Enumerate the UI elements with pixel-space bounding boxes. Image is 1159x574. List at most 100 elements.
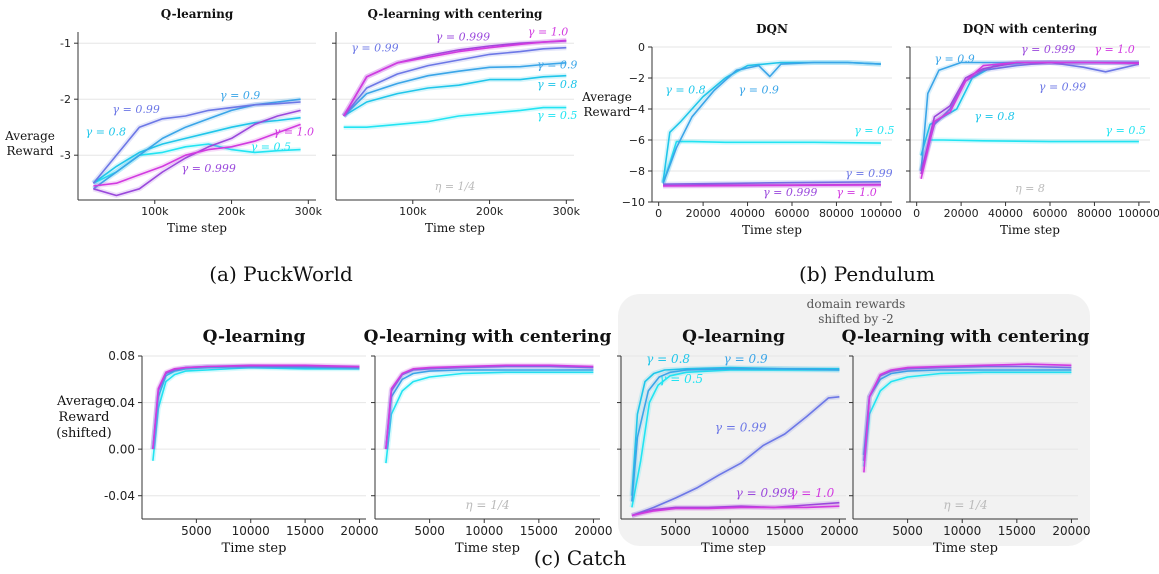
series-band-gamma-0.5 bbox=[150, 365, 360, 462]
series-band-gamma-0.99 bbox=[150, 364, 360, 450]
series-line-gamma-0.9 bbox=[343, 62, 567, 117]
x-tick-label: 80000 bbox=[1077, 207, 1112, 220]
chart-pend_dqnc: DQN with centering 0 20000 40000 60000 80000 1… bbox=[906, 22, 1159, 237]
x-axis-label: Time step bbox=[167, 221, 227, 235]
series-line-gamma-0.5 bbox=[152, 366, 360, 461]
chart-title: Q-learning with centering bbox=[364, 327, 612, 347]
y-axis-label: Reward bbox=[7, 144, 54, 158]
x-axis-label: Time step bbox=[742, 223, 802, 237]
chart-title: Q-learning bbox=[682, 327, 785, 347]
y-tick-label: 0.04 bbox=[108, 396, 135, 410]
x-tick-label: 60000 bbox=[1033, 207, 1068, 220]
x-tick-label: 0 bbox=[913, 207, 920, 220]
series-line-gamma-1.0 bbox=[343, 39, 567, 117]
series-line-gamma-0.9 bbox=[385, 369, 594, 450]
y-axis-label: Average bbox=[56, 394, 111, 409]
series-line-gamma-1.0 bbox=[152, 364, 360, 450]
series-band-gamma-0.9 bbox=[660, 60, 882, 185]
x-tick-label: 20000 bbox=[574, 524, 612, 538]
x-tick-label: 0 bbox=[655, 207, 662, 220]
series-line-gamma-0.9 bbox=[662, 61, 881, 184]
series-band-gamma-0.5 bbox=[918, 137, 1139, 172]
series-line-gamma-0.5 bbox=[385, 371, 594, 464]
series-line-gamma-0.99 bbox=[920, 61, 1140, 172]
series-line-gamma-0.8 bbox=[92, 116, 301, 184]
x-tick-label: 20000 bbox=[340, 524, 378, 538]
series-label: γ = 0.5 bbox=[537, 109, 577, 122]
chart-catch_qc_shift: Q-learning with centering 5000 10000 15000 2… bbox=[842, 327, 1091, 556]
caption-pendulum: (b) Pendulum bbox=[799, 262, 935, 286]
series-line-gamma-0.99 bbox=[385, 365, 594, 450]
x-tick-label: 100000 bbox=[1118, 207, 1159, 220]
y-tick-label: −10 bbox=[622, 196, 645, 209]
y-tick-label: −2 bbox=[629, 72, 645, 85]
series-label: γ = 0.8 bbox=[665, 84, 705, 97]
series-label: γ = 1.0 bbox=[274, 126, 314, 139]
y-axis-label: Reward bbox=[584, 105, 631, 119]
series-line-gamma-0.99 bbox=[663, 181, 881, 185]
series-label: γ = 1.0 bbox=[528, 25, 568, 38]
series-line-gamma-1.0 bbox=[663, 184, 881, 187]
series-line-gamma-0.9 bbox=[631, 367, 840, 502]
series-line-gamma-0.9 bbox=[920, 61, 1139, 172]
x-tick-label: 10000 bbox=[711, 524, 749, 538]
series-line-gamma-0.99 bbox=[631, 396, 840, 517]
series-line-gamma-1.0 bbox=[631, 505, 840, 517]
x-axis-label: Time step bbox=[933, 541, 998, 556]
x-tick-label: 5000 bbox=[181, 524, 212, 538]
series-band-gamma-0.8 bbox=[660, 60, 882, 183]
caption-catch: (c) Catch bbox=[534, 546, 627, 570]
x-tick-label: 100k bbox=[141, 205, 169, 218]
series-line-gamma-1.0 bbox=[93, 123, 301, 187]
series-line-gamma-0.8 bbox=[662, 61, 881, 182]
series-band-gamma-0.99 bbox=[918, 60, 1140, 172]
y-tick-label: −6 bbox=[629, 134, 645, 147]
eta-annotation: η = 8 bbox=[1015, 182, 1045, 195]
x-tick-label: 15000 bbox=[766, 524, 804, 538]
x-tick-label: 20000 bbox=[1052, 524, 1090, 538]
series-line-gamma-0.999 bbox=[631, 501, 840, 517]
chart-puck_q: Q-learning 100k 200k 300k -3 -2 -1 Time step Ave… bbox=[4, 7, 322, 235]
series-line-gamma-0.8 bbox=[152, 365, 360, 450]
x-tick-label: 60000 bbox=[775, 207, 810, 220]
shaded-region bbox=[618, 294, 1090, 546]
x-tick-label: 10000 bbox=[943, 524, 981, 538]
series-line-gamma-0.5 bbox=[863, 371, 1072, 467]
series-label: γ = 0.8 bbox=[646, 352, 690, 366]
y-tick-label: -3 bbox=[60, 149, 71, 162]
chart-catch_q: Q-learning 5000 10000 15000 20000 -0.04 0.00 0.… bbox=[56, 327, 379, 556]
x-tick-label: 20000 bbox=[686, 207, 721, 220]
x-axis-label: Time step bbox=[455, 541, 520, 556]
series-label: γ = 0.5 bbox=[1106, 124, 1146, 137]
x-tick-label: 15000 bbox=[286, 524, 324, 538]
series-band-gamma-0.99 bbox=[341, 45, 567, 118]
series-label: γ = 0.9 bbox=[724, 352, 768, 366]
series-label: γ = 0.99 bbox=[113, 103, 160, 116]
x-tick-label: 200k bbox=[476, 205, 504, 218]
series-label: γ = 0.99 bbox=[1039, 80, 1086, 93]
series-line-gamma-0.9 bbox=[92, 98, 301, 190]
series-label: γ = 0.99 bbox=[845, 167, 892, 180]
x-tick-label: 20000 bbox=[944, 207, 979, 220]
eta-annotation: η = 1/4 bbox=[435, 180, 476, 193]
series-line-gamma-0.99 bbox=[343, 46, 567, 117]
series-band-gamma-1.0 bbox=[918, 60, 1139, 180]
x-tick-label: 15000 bbox=[520, 524, 558, 538]
chart-title: Q-learning with centering bbox=[368, 7, 544, 21]
eta-annotation: η = 1/4 bbox=[465, 498, 509, 512]
chart-pend_dqn: DQN 0 20000 40000 60000 80000 100000 −10 −8 −6 −4 −… bbox=[581, 22, 902, 237]
eta-annotation: η = 1/4 bbox=[943, 498, 987, 512]
series-label: γ = 0.5 bbox=[659, 372, 703, 386]
x-tick-label: 300k bbox=[553, 205, 581, 218]
series-band-gamma-0.999 bbox=[918, 60, 1139, 175]
chart-puck_qc: Q-learning with centering 100k 200k 300k Tim… bbox=[332, 7, 581, 235]
series-label: γ = 0.999 bbox=[182, 162, 236, 175]
chart-panels: Q-learning 100k 200k 300k -3 -2 -1 Time step Ave… bbox=[4, 7, 1159, 556]
shade-note-line1: domain rewards bbox=[807, 297, 906, 311]
series-label: γ = 0.99 bbox=[351, 42, 398, 55]
x-axis-label: Time step bbox=[1000, 223, 1060, 237]
series-label: γ = 0.8 bbox=[974, 110, 1014, 123]
chart-title: DQN with centering bbox=[963, 22, 1098, 36]
series-line-gamma-0.99 bbox=[152, 365, 360, 450]
